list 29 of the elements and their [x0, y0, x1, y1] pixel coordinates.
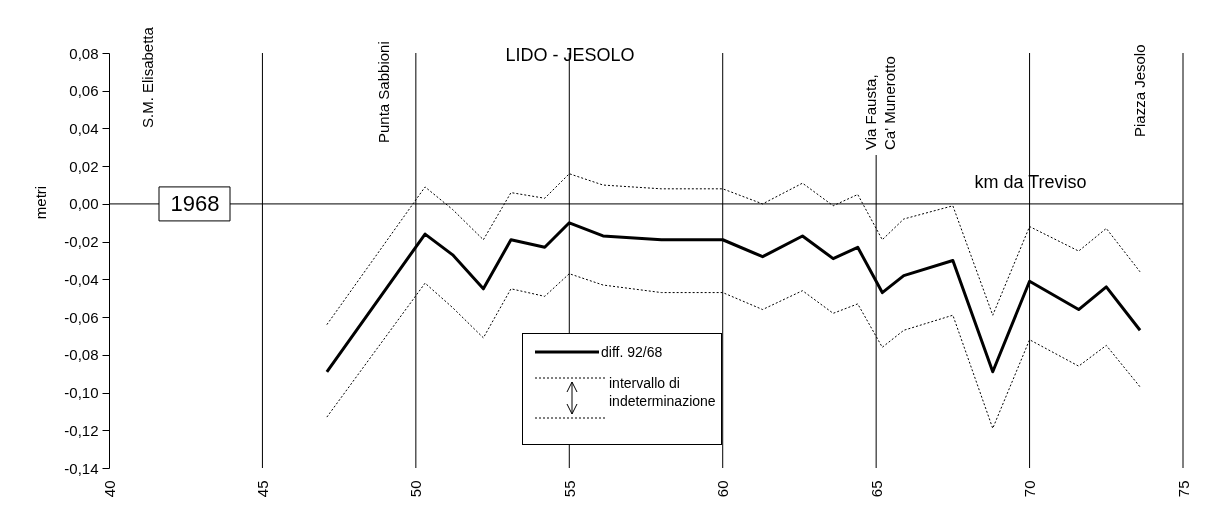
x-tick-label: 65 [867, 480, 885, 498]
annotation: 1968 [170, 190, 220, 216]
annotation: S.M. Elisabetta [139, 26, 156, 128]
x-tick-label: 60 [714, 480, 732, 498]
y-tick-label: 0,02 [69, 157, 99, 175]
y-tick-label: -0,10 [64, 384, 99, 402]
y-tick-label: -0,14 [64, 459, 99, 477]
y-tick-label: 0,08 [69, 44, 99, 62]
y-axis-title: metri [31, 185, 49, 220]
y-tick-label: -0,04 [64, 270, 99, 288]
x-tick-label: 75 [1174, 480, 1192, 498]
y-tick-label: -0,08 [64, 346, 99, 364]
chart-title: LIDO - JESOLO [505, 45, 635, 66]
annotation: intervallo di indeterminazione [609, 374, 717, 410]
x-tick-label: 45 [253, 480, 271, 498]
y-tick-label: 0,04 [69, 119, 99, 137]
x-tick-label: 70 [1021, 480, 1039, 498]
y-tick-label: -0,12 [64, 421, 99, 439]
y-tick-label: -0,02 [64, 233, 99, 251]
annotation: Punta Sabbioni [375, 41, 392, 143]
x-tick-label: 40 [100, 480, 118, 498]
annotation: Via Fausta, Ca' Munerotto [862, 56, 898, 150]
annotation: Piazza Jesolo [1131, 44, 1148, 137]
legend-label: diff. 92/68 [601, 344, 663, 360]
y-tick-label: 0,06 [69, 82, 99, 100]
x-tick-label: 55 [560, 480, 578, 498]
x-tick-label: 50 [407, 480, 425, 498]
y-tick-label: 0,00 [69, 195, 99, 213]
y-tick-label: -0,06 [64, 308, 99, 326]
